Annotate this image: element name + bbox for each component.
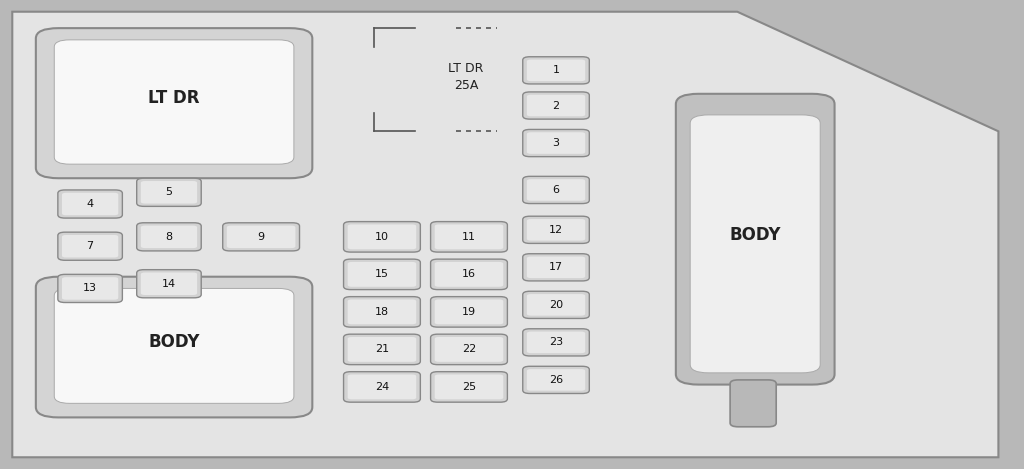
- FancyBboxPatch shape: [348, 300, 416, 325]
- FancyBboxPatch shape: [431, 371, 508, 402]
- Text: 3: 3: [553, 138, 559, 148]
- Text: 6: 6: [553, 185, 559, 195]
- FancyBboxPatch shape: [223, 223, 299, 251]
- FancyBboxPatch shape: [57, 232, 123, 260]
- FancyBboxPatch shape: [523, 216, 590, 243]
- FancyBboxPatch shape: [527, 257, 586, 278]
- Text: 25: 25: [462, 382, 476, 392]
- FancyBboxPatch shape: [435, 337, 504, 362]
- FancyBboxPatch shape: [527, 369, 586, 391]
- FancyBboxPatch shape: [137, 223, 201, 251]
- FancyBboxPatch shape: [527, 95, 586, 116]
- FancyBboxPatch shape: [344, 334, 421, 365]
- FancyBboxPatch shape: [431, 222, 508, 252]
- FancyBboxPatch shape: [54, 40, 294, 164]
- Text: 24: 24: [375, 382, 389, 392]
- FancyBboxPatch shape: [527, 294, 586, 316]
- FancyBboxPatch shape: [61, 235, 118, 257]
- FancyBboxPatch shape: [523, 291, 590, 318]
- FancyBboxPatch shape: [527, 219, 586, 241]
- FancyBboxPatch shape: [36, 28, 312, 178]
- FancyBboxPatch shape: [348, 224, 416, 250]
- Text: 11: 11: [462, 232, 476, 242]
- Text: 26: 26: [549, 375, 563, 385]
- Text: 8: 8: [166, 232, 172, 242]
- FancyBboxPatch shape: [676, 94, 835, 385]
- FancyBboxPatch shape: [431, 334, 508, 365]
- FancyBboxPatch shape: [137, 178, 201, 206]
- Text: BODY: BODY: [148, 333, 200, 351]
- Text: 21: 21: [375, 344, 389, 355]
- FancyBboxPatch shape: [141, 226, 197, 248]
- Text: 1: 1: [553, 65, 559, 76]
- FancyBboxPatch shape: [431, 259, 508, 290]
- Text: LT DR
25A: LT DR 25A: [449, 62, 483, 92]
- FancyBboxPatch shape: [137, 270, 201, 298]
- Text: LT DR: LT DR: [148, 90, 200, 107]
- Text: 4: 4: [87, 199, 93, 209]
- FancyBboxPatch shape: [435, 300, 504, 325]
- Text: 17: 17: [549, 262, 563, 272]
- FancyBboxPatch shape: [523, 366, 590, 393]
- FancyBboxPatch shape: [523, 57, 590, 84]
- FancyBboxPatch shape: [527, 60, 586, 81]
- FancyBboxPatch shape: [523, 329, 590, 356]
- FancyBboxPatch shape: [523, 92, 590, 119]
- Text: 13: 13: [83, 283, 97, 294]
- FancyBboxPatch shape: [57, 274, 123, 303]
- Text: 20: 20: [549, 300, 563, 310]
- FancyBboxPatch shape: [141, 181, 197, 204]
- FancyBboxPatch shape: [141, 272, 197, 295]
- FancyBboxPatch shape: [344, 259, 421, 290]
- FancyBboxPatch shape: [527, 132, 586, 154]
- FancyBboxPatch shape: [523, 254, 590, 281]
- FancyBboxPatch shape: [61, 193, 118, 215]
- FancyBboxPatch shape: [523, 129, 590, 157]
- FancyBboxPatch shape: [435, 224, 504, 250]
- FancyBboxPatch shape: [431, 297, 508, 327]
- FancyBboxPatch shape: [348, 337, 416, 362]
- FancyBboxPatch shape: [527, 179, 586, 201]
- Text: 10: 10: [375, 232, 389, 242]
- FancyBboxPatch shape: [61, 277, 118, 300]
- Text: 12: 12: [549, 225, 563, 235]
- FancyBboxPatch shape: [348, 262, 416, 287]
- Text: 2: 2: [553, 100, 559, 111]
- Text: 9: 9: [258, 232, 264, 242]
- Text: 16: 16: [462, 269, 476, 280]
- Text: 5: 5: [166, 187, 172, 197]
- FancyBboxPatch shape: [435, 262, 504, 287]
- Polygon shape: [12, 12, 998, 457]
- FancyBboxPatch shape: [36, 277, 312, 417]
- Text: 15: 15: [375, 269, 389, 280]
- FancyBboxPatch shape: [344, 222, 421, 252]
- Text: 14: 14: [162, 279, 176, 289]
- FancyBboxPatch shape: [730, 380, 776, 427]
- FancyBboxPatch shape: [523, 176, 590, 204]
- Text: BODY: BODY: [729, 226, 781, 243]
- Text: 7: 7: [87, 241, 93, 251]
- FancyBboxPatch shape: [348, 374, 416, 400]
- FancyBboxPatch shape: [344, 297, 421, 327]
- FancyBboxPatch shape: [435, 374, 504, 400]
- Text: 19: 19: [462, 307, 476, 317]
- FancyBboxPatch shape: [54, 288, 294, 403]
- Text: 22: 22: [462, 344, 476, 355]
- FancyBboxPatch shape: [57, 190, 123, 218]
- Text: 18: 18: [375, 307, 389, 317]
- FancyBboxPatch shape: [227, 226, 295, 248]
- FancyBboxPatch shape: [527, 332, 586, 353]
- FancyBboxPatch shape: [690, 115, 820, 373]
- FancyBboxPatch shape: [344, 371, 421, 402]
- Text: 23: 23: [549, 337, 563, 348]
